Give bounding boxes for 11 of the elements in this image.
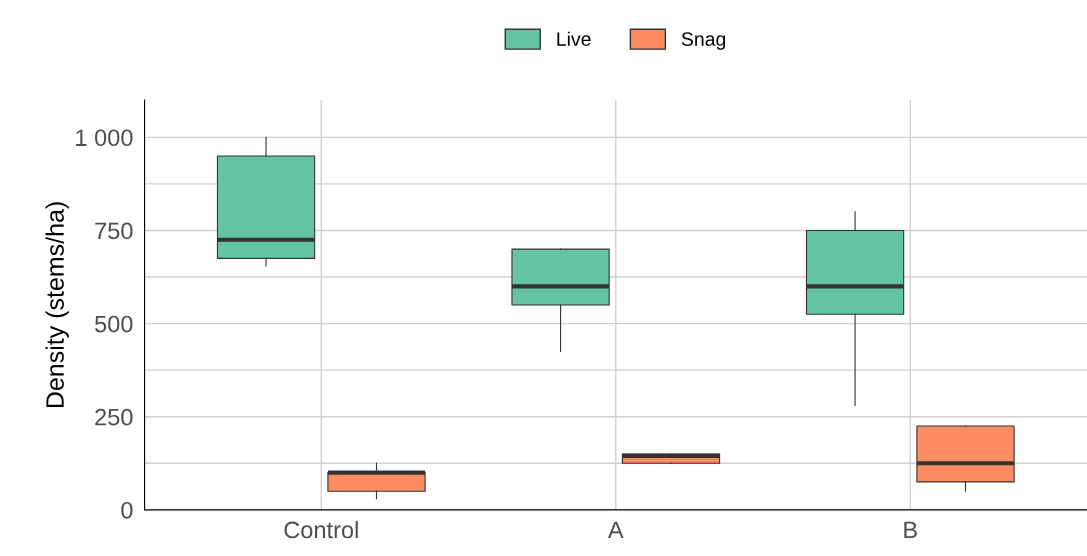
y-tick-label: 250 (95, 408, 133, 426)
x-tick-label: Control (284, 520, 358, 539)
legend-label: Live (557, 31, 591, 46)
x-tick-label: A (607, 521, 624, 539)
legend-label: Snag (681, 32, 726, 50)
y-tick-label: 0 (121, 501, 133, 519)
x-tick-label: B (904, 521, 917, 539)
y-tick-label: 1 000 (76, 129, 133, 147)
y-tick-label: 500 (95, 315, 133, 333)
y-tick-label: 750 (95, 222, 133, 240)
y-axis-title: Density (stems/ha) (45, 202, 69, 408)
